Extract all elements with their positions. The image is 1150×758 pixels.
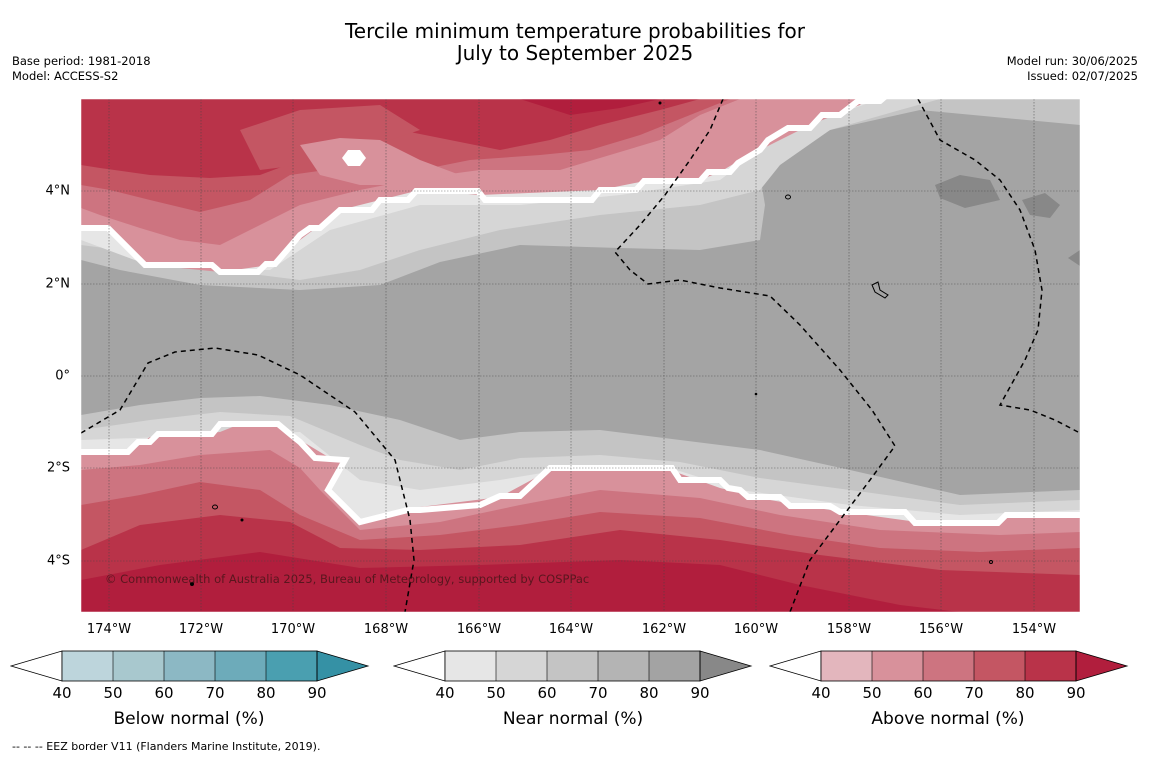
cbar-tick: 80: [256, 684, 276, 702]
cbar-cell: [649, 651, 700, 681]
lon-label: 170°W: [270, 622, 316, 637]
cbar-cell: [821, 651, 872, 681]
issued-date: Issued: 02/07/2025: [1027, 69, 1138, 83]
lon-label: 162°W: [641, 622, 687, 637]
title-line-2: July to September 2025: [456, 41, 694, 65]
cbar-cell: [699, 650, 753, 682]
above-50-north-patch: [300, 138, 460, 185]
lat-label: 4°S: [46, 553, 70, 569]
cbar-tick: 70: [588, 684, 608, 702]
cbar-cell: [113, 651, 164, 681]
cbar-cell: [598, 651, 649, 681]
cbar-cell: [10, 650, 63, 682]
cbar-cell: [266, 651, 317, 681]
cbar-cell: [215, 651, 266, 681]
cbar-tick: 50: [103, 684, 123, 702]
cbar-tick: 70: [964, 684, 984, 702]
cbar-tick: 40: [435, 684, 455, 702]
cbar-tick: 60: [154, 684, 174, 702]
cbar-tick: 50: [486, 684, 506, 702]
lon-label: 156°W: [918, 622, 964, 637]
boundary-north: [81, 99, 887, 275]
cbar-cell: [164, 651, 215, 681]
cbar-cell: [445, 651, 496, 681]
above-70-north-2: [240, 105, 420, 170]
lon-label: 158°W: [826, 622, 872, 637]
lon-label: 168°W: [363, 622, 409, 637]
near-90-patch-1: [935, 175, 1000, 208]
lat-label: 2°N: [45, 276, 71, 292]
cbar-tick: 40: [811, 684, 831, 702]
cbar-tick: 70: [205, 684, 225, 702]
lon-label: 166°W: [456, 622, 502, 637]
grid: [81, 99, 1080, 612]
cbar-tick: 60: [913, 684, 933, 702]
chart-title: Tercile minimum temperature probabilitie…: [0, 20, 1150, 64]
cbar-tick: 90: [690, 684, 710, 702]
colorbar-above-normal: [769, 650, 1129, 682]
cbar-tick: 80: [639, 684, 659, 702]
lon-label: 174°W: [86, 622, 132, 637]
near-90-patch-2: [1022, 193, 1060, 218]
cbar-tick: 90: [1066, 684, 1086, 702]
model-name: Model: ACCESS-S2: [12, 69, 119, 83]
lat-label: 4°N: [45, 183, 71, 199]
colorbar-near-normal: [393, 650, 753, 682]
cbar-tick: 50: [862, 684, 882, 702]
map-field: [81, 99, 1080, 612]
eez-borders: [81, 99, 1079, 612]
white-patch: [342, 150, 366, 166]
lon-label: 164°W: [548, 622, 594, 637]
lat-label: 2°S: [46, 460, 70, 476]
cbar-cell: [393, 650, 446, 682]
boundary-south: [81, 421, 1080, 526]
model-run: Model run: 30/06/2025: [1006, 54, 1138, 68]
cbar-cell: [1025, 651, 1076, 681]
eez-footnote: -- -- -- EEZ border V11 (Flanders Marine…: [12, 740, 321, 753]
cbar-cell: [769, 650, 822, 682]
lon-label: 172°W: [178, 622, 224, 637]
colorbar-title-below: Below normal (%): [113, 709, 265, 729]
cbar-cell: [496, 651, 547, 681]
cbar-tick: 60: [537, 684, 557, 702]
above-90-north: [520, 99, 660, 115]
cbar-cell: [547, 651, 598, 681]
cbar-cell: [923, 651, 974, 681]
meta-right: Model run: 30/06/2025 Issued: 02/07/2025: [1007, 54, 1138, 84]
islands: [190, 101, 993, 586]
title-line-1: Tercile minimum temperature probabilitie…: [344, 19, 806, 43]
cbar-tick: 90: [307, 684, 327, 702]
lon-label: 160°W: [733, 622, 779, 637]
meta-left: Base period: 1981-2018 Model: ACCESS-S2: [12, 54, 151, 84]
cbar-cell: [316, 650, 370, 682]
map-frame: [80, 98, 1081, 613]
copyright-notice: © Commonwealth of Australia 2025, Bureau…: [105, 572, 590, 586]
base-period: Base period: 1981-2018: [12, 54, 151, 68]
near-90-patch-3: [1068, 250, 1080, 266]
lat-label: 0°: [55, 368, 70, 384]
cbar-tick: 80: [1015, 684, 1035, 702]
colorbar-title-above: Above normal (%): [871, 709, 1025, 729]
cbar-cell: [1075, 650, 1129, 682]
colorbar-title-near: Near normal (%): [502, 709, 644, 729]
above-90-south: [81, 552, 960, 612]
cbar-cell: [974, 651, 1025, 681]
cbar-cell: [62, 651, 113, 681]
above-80-north: [81, 99, 700, 178]
cbar-tick: 40: [52, 684, 72, 702]
cbar-cell: [872, 651, 923, 681]
colorbar-below-normal: [10, 650, 370, 682]
lon-label: 154°W: [1011, 622, 1057, 637]
